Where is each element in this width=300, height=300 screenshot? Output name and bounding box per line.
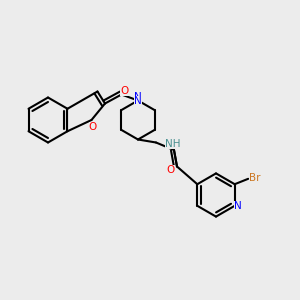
Text: N: N [134,95,142,106]
Text: N: N [134,92,142,102]
Text: Br: Br [249,172,261,183]
Text: NH: NH [165,139,180,149]
Text: O: O [89,122,97,132]
Text: O: O [167,165,175,175]
Text: N: N [234,201,242,211]
Text: O: O [120,86,129,97]
